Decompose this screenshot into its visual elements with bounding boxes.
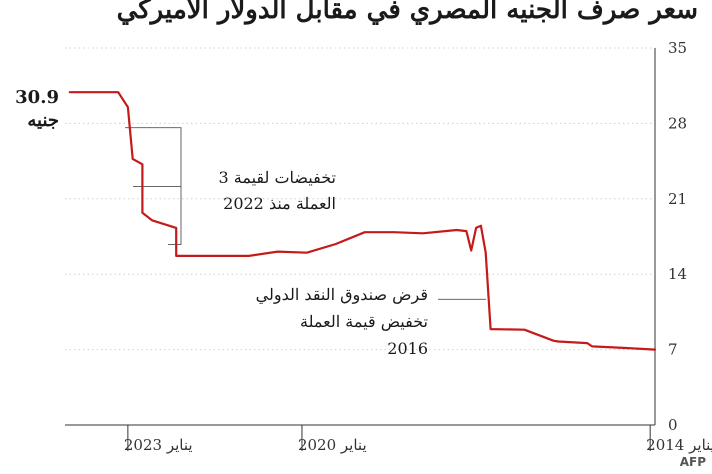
annotation-imf-line-3: 2016 xyxy=(387,339,428,358)
y-tick-label-0: 0 xyxy=(668,416,678,434)
annotation-devaluation-line-1: 3 تخفيضات لقيمة xyxy=(219,168,337,187)
last-value-unit: جنيه xyxy=(27,110,59,131)
annotation-imf-line-2: تخفيض قيمة العملة xyxy=(300,312,428,331)
annotation-devaluation-line-2: العملة منذ 2022 xyxy=(223,194,336,213)
chart-title: سعر صرف الجنيه المصري في مقابل الدولار ا… xyxy=(117,0,698,25)
annotation-imf-line-1: قرض صندوق النقد الدولي xyxy=(256,285,428,304)
afp-credit: AFP xyxy=(680,455,706,469)
series-layer xyxy=(68,91,657,351)
x-axis-ticks: يناير 2023 يناير 2020 يناير 2014 xyxy=(124,425,712,454)
x-tick-label-1: يناير 2020 xyxy=(298,436,367,454)
y-tick-label-35: 35 xyxy=(668,39,687,57)
annotation-devaluation-bracket xyxy=(125,127,182,246)
y-tick-label-21: 21 xyxy=(668,190,687,208)
y-tick-label-14: 14 xyxy=(668,265,687,283)
x-tick-label-2: يناير 2014 xyxy=(646,436,712,454)
last-value-number: 30.9 xyxy=(15,87,59,108)
y-tick-label-28: 28 xyxy=(668,114,687,132)
series-line-0 xyxy=(68,91,657,351)
x-tick-label-0: يناير 2023 xyxy=(124,436,193,454)
grid-lines xyxy=(65,47,655,351)
y-tick-label-7: 7 xyxy=(668,341,678,359)
y-axis-ticks: 0 7 14 21 28 35 xyxy=(668,39,687,434)
